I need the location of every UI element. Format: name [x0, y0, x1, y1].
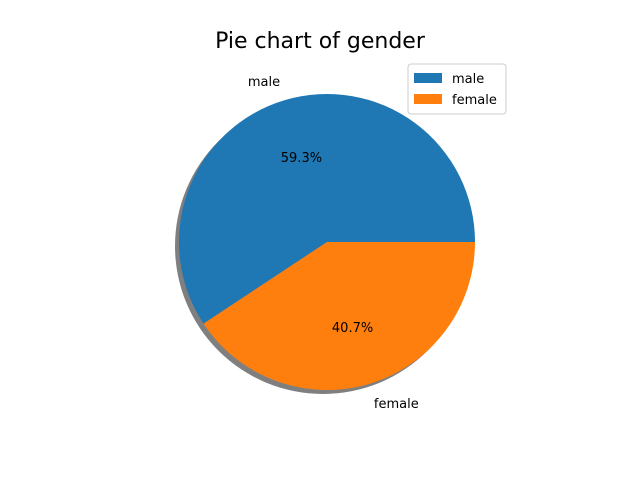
- slice-percent-male: 59.3%: [281, 151, 322, 166]
- legend-label-male: male: [452, 72, 484, 87]
- pie-slices: [178, 93, 476, 390]
- legend-swatch-male: [414, 73, 442, 83]
- legend-swatch-female: [414, 94, 442, 104]
- pie-slice-male: [178, 93, 476, 324]
- pie-slice-female: [203, 242, 475, 390]
- slice-label-male: male: [248, 75, 280, 90]
- legend-label-female: female: [452, 93, 497, 108]
- slice-label-female: female: [374, 397, 419, 412]
- slice-percent-female: 40.7%: [332, 321, 373, 336]
- pie-labels: male 59.3% female 40.7%: [248, 75, 419, 412]
- legend: male female: [407, 63, 507, 115]
- chart-title: Pie chart of gender: [215, 29, 426, 54]
